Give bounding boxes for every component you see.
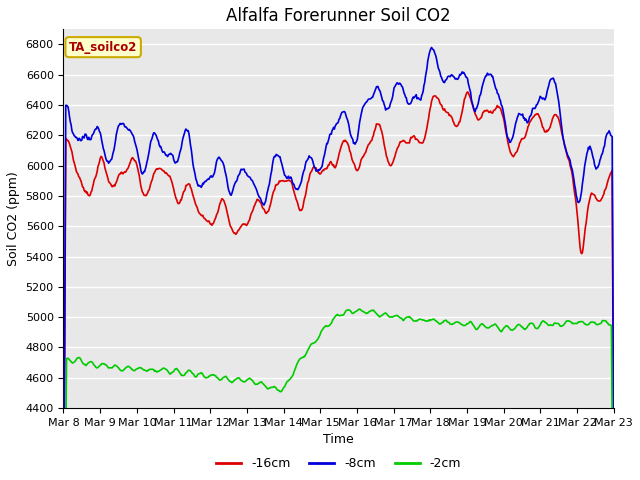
Y-axis label: Soil CO2 (ppm): Soil CO2 (ppm) [7, 171, 20, 266]
Text: TA_soilco2: TA_soilco2 [69, 41, 138, 54]
X-axis label: Time: Time [323, 433, 354, 446]
Title: Alfalfa Forerunner Soil CO2: Alfalfa Forerunner Soil CO2 [227, 7, 451, 25]
Legend: -16cm, -8cm, -2cm: -16cm, -8cm, -2cm [211, 452, 466, 475]
